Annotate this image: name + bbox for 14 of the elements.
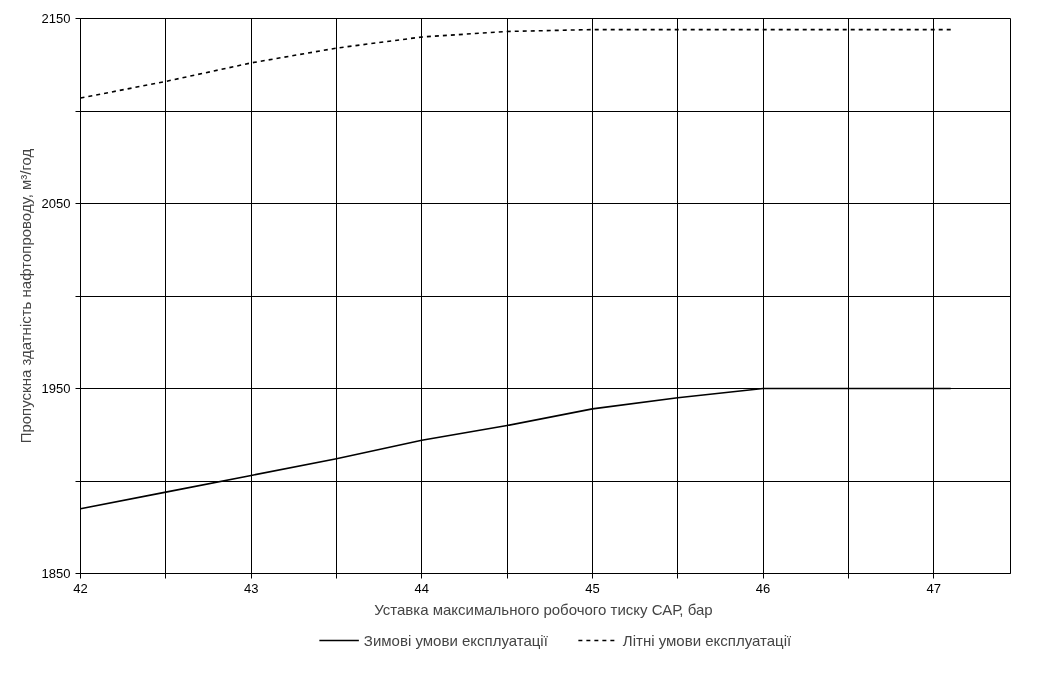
x-tick-label: 44 <box>414 580 430 596</box>
x-tick-label: 43 <box>243 580 259 596</box>
legend-label: Літні умови експлуатації <box>622 631 792 649</box>
y-tick-label: 1950 <box>41 381 71 396</box>
x-tick-label: 45 <box>585 580 600 596</box>
y-axis-title: Пропускна здатність нафтопроводу, м³/год <box>16 148 34 444</box>
x-tick-label: 46 <box>755 580 771 596</box>
y-tick-label: 1850 <box>41 566 71 581</box>
y-tick-label: 2150 <box>41 11 71 26</box>
x-tick-label: 42 <box>73 580 88 596</box>
x-axis-title: Уставка максимального робочого тиску САР, бар <box>374 600 713 618</box>
x-tick-label: 47 <box>926 580 941 596</box>
y-tick-label: 2050 <box>41 196 71 211</box>
legend-label: Зимові умови експлуатації <box>363 631 548 649</box>
